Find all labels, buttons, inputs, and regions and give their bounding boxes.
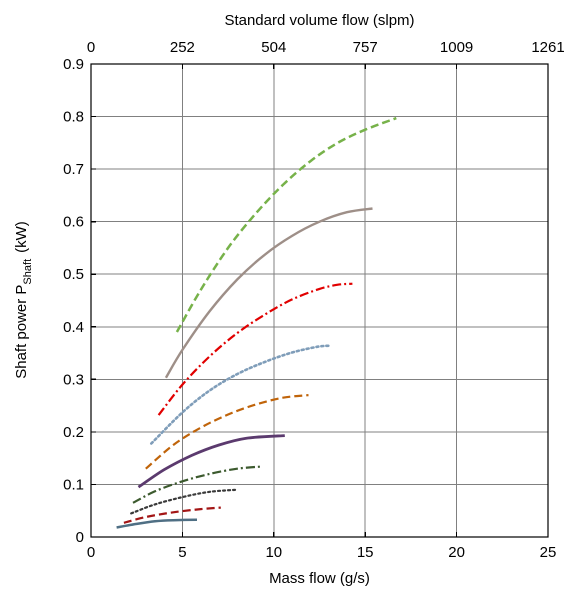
y-axis-title: Shaft power PShaft (kW) xyxy=(13,221,34,379)
axis-ticks: 0 5 10 15 20 25 0 252 504 757 1009 1261 0 0.1 0.2 0.3 0.… xyxy=(63,39,565,561)
x-tick-label: 25 xyxy=(540,544,557,561)
x2-tick-label: 1261 xyxy=(531,39,564,56)
series-line-4 xyxy=(132,465,262,504)
x2-tick-label: 1009 xyxy=(440,39,473,56)
series-line-10 xyxy=(175,116,397,333)
y-tick-label: 0.9 xyxy=(63,56,84,73)
series-line-9 xyxy=(164,207,373,379)
x-tick-label: 15 xyxy=(357,544,374,561)
y-axis-title-subscript: Shaft xyxy=(22,259,34,285)
x2-axis-title: Standard volume flow (slpm) xyxy=(224,12,414,29)
y-tick-label: 0 xyxy=(76,529,84,546)
x-tick-label: 0 xyxy=(87,544,95,561)
y-tick-label: 0.8 xyxy=(63,109,84,126)
x-tick-label: 20 xyxy=(448,544,465,561)
x2-tick-label: 252 xyxy=(170,39,195,56)
series-line-2 xyxy=(123,506,221,524)
x-tick-label: 5 xyxy=(178,544,186,561)
y-tick-label: 0.3 xyxy=(63,371,84,388)
y-tick-label: 0.1 xyxy=(63,476,84,493)
y-axis-title-unit: (kW) xyxy=(13,221,30,253)
series-line-3 xyxy=(130,488,239,515)
y-tick-label: 0.7 xyxy=(63,161,84,178)
series-line-6 xyxy=(145,394,309,470)
series-line-5 xyxy=(137,434,285,489)
gridlines xyxy=(91,64,548,537)
series-line-8 xyxy=(157,282,353,416)
x-axis-title: Mass flow (g/s) xyxy=(269,570,370,587)
series-line-7 xyxy=(150,344,332,445)
y-tick-label: 0.6 xyxy=(63,214,84,231)
x2-tick-label: 0 xyxy=(87,39,95,56)
x2-tick-label: 757 xyxy=(353,39,378,56)
series-line-1 xyxy=(116,518,198,529)
x-tick-label: 10 xyxy=(265,544,282,561)
y-tick-label: 0.2 xyxy=(63,424,84,441)
data-series xyxy=(116,116,397,529)
x2-tick-label: 504 xyxy=(261,39,286,56)
y-axis-title-main: Shaft power P xyxy=(13,285,30,379)
y-tick-label: 0.5 xyxy=(63,266,84,283)
y-tick-label: 0.4 xyxy=(63,319,84,336)
plot-area-frame xyxy=(90,63,549,538)
